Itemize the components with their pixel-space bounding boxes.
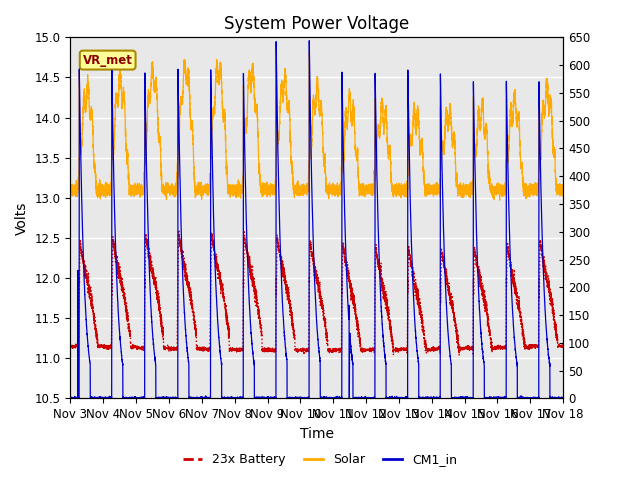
CM1_in — [532, 396, 540, 401]
Solar — [300, 186, 307, 192]
23x Battery — [300, 345, 307, 351]
Legend: 23x Battery, Solar, CM1_in: 23x Battery, Solar, CM1_in — [178, 448, 462, 471]
Solar — [532, 184, 540, 190]
23x Battery — [532, 343, 540, 349]
CM1_in — [539, 246, 547, 252]
Solar — [539, 103, 547, 109]
Solar — [496, 197, 504, 203]
23x Battery — [390, 352, 397, 358]
Text: VR_met: VR_met — [83, 54, 132, 67]
Y-axis label: Volts: Volts — [15, 201, 29, 235]
Title: System Power Voltage: System Power Voltage — [224, 15, 410, 33]
CM1_in — [300, 396, 307, 401]
Solar — [234, 191, 242, 197]
Line: Solar: Solar — [70, 52, 563, 200]
Line: 23x Battery: 23x Battery — [70, 231, 563, 355]
Solar — [427, 186, 435, 192]
23x Battery — [234, 347, 242, 353]
Line: CM1_in: CM1_in — [70, 41, 563, 401]
CM1_in — [441, 259, 449, 265]
CM1_in — [559, 396, 567, 401]
23x Battery — [441, 266, 449, 272]
Solar — [559, 192, 567, 198]
23x Battery — [559, 344, 567, 350]
CM1_in — [305, 38, 313, 44]
23x Battery — [539, 250, 547, 256]
23x Battery — [427, 347, 435, 353]
Solar — [441, 143, 449, 148]
CM1_in — [67, 396, 74, 401]
CM1_in — [427, 396, 435, 402]
Solar — [305, 49, 313, 55]
X-axis label: Time: Time — [300, 427, 334, 441]
23x Battery — [67, 343, 74, 348]
CM1_in — [156, 398, 163, 404]
CM1_in — [234, 396, 242, 401]
23x Battery — [175, 228, 183, 234]
Solar — [67, 190, 74, 195]
